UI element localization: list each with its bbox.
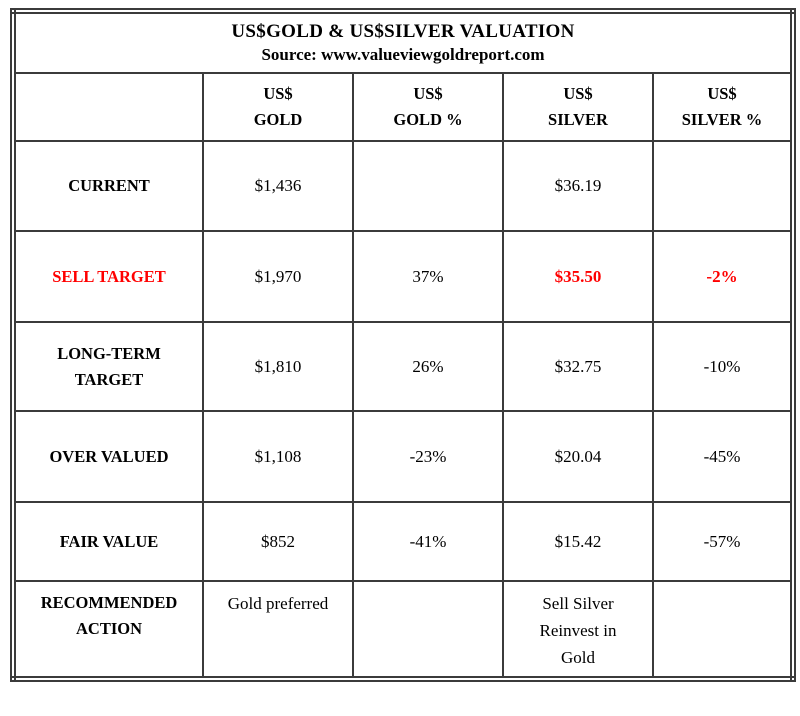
column-header-row: US$ GOLD US$ GOLD % US$ SILVER US$ SILVE…: [12, 72, 795, 142]
table-title: US$GOLD & US$SILVER VALUATION: [231, 20, 575, 42]
long-term-silver-pct: -10%: [651, 321, 795, 412]
over-valued-silver-pct: -45%: [651, 410, 795, 503]
table-source: Source: www.valueviewgoldreport.com: [261, 45, 545, 65]
header-silver-pct: US$ SILVER %: [651, 72, 795, 142]
valuation-table: US$GOLD & US$SILVER VALUATION Source: ww…: [10, 8, 797, 682]
header-gold: US$ GOLD: [202, 72, 354, 142]
recommended-action-gold: Gold preferred: [202, 580, 354, 680]
sell-target-gold-value: $1,970: [202, 230, 354, 323]
header-silver: US$ SILVER: [502, 72, 654, 142]
sell-target-silver-value: $35.50: [502, 230, 654, 323]
over-valued-gold-value: $1,108: [202, 410, 354, 503]
row-recommended-action: RECOMMENDED ACTION Gold preferred Sell S…: [12, 580, 795, 680]
current-gold-pct: [352, 140, 504, 232]
header-gold-pct: US$ GOLD %: [352, 72, 504, 142]
sell-target-silver-pct: -2%: [651, 230, 795, 323]
row-current: CURRENT $1,436 $36.19: [12, 140, 795, 232]
fair-value-gold-value: $852: [202, 501, 354, 582]
recommended-action-silver: Sell Silver Reinvest in Gold: [502, 580, 654, 680]
over-valued-gold-pct: -23%: [352, 410, 504, 503]
over-valued-silver-value: $20.04: [502, 410, 654, 503]
long-term-gold-value: $1,810: [202, 321, 354, 412]
long-term-gold-pct: 26%: [352, 321, 504, 412]
sell-target-label: SELL TARGET: [12, 230, 204, 323]
title-cell: US$GOLD & US$SILVER VALUATION Source: ww…: [11, 10, 795, 74]
recommended-action-silver-pct: [651, 580, 795, 680]
fair-value-silver-pct: -57%: [651, 501, 795, 582]
current-label: CURRENT: [12, 140, 204, 232]
title-row: US$GOLD & US$SILVER VALUATION Source: ww…: [11, 10, 795, 74]
fair-value-label: FAIR VALUE: [12, 501, 204, 582]
header-blank: [12, 72, 204, 142]
row-long-term-target: LONG-TERM TARGET $1,810 26% $32.75 -10%: [12, 321, 795, 412]
current-gold-value: $1,436: [202, 140, 354, 232]
recommended-action-label: RECOMMENDED ACTION: [12, 580, 204, 680]
sell-target-gold-pct: 37%: [352, 230, 504, 323]
fair-value-silver-value: $15.42: [502, 501, 654, 582]
row-sell-target: SELL TARGET $1,970 37% $35.50 -2%: [12, 230, 795, 323]
row-over-valued: OVER VALUED $1,108 -23% $20.04 -45%: [12, 410, 795, 503]
long-term-label: LONG-TERM TARGET: [12, 321, 204, 412]
over-valued-label: OVER VALUED: [12, 410, 204, 503]
current-silver-value: $36.19: [502, 140, 654, 232]
long-term-silver-value: $32.75: [502, 321, 654, 412]
row-fair-value: FAIR VALUE $852 -41% $15.42 -57%: [12, 501, 795, 582]
fair-value-gold-pct: -41%: [352, 501, 504, 582]
recommended-action-gold-pct: [352, 580, 504, 680]
current-silver-pct: [651, 140, 795, 232]
